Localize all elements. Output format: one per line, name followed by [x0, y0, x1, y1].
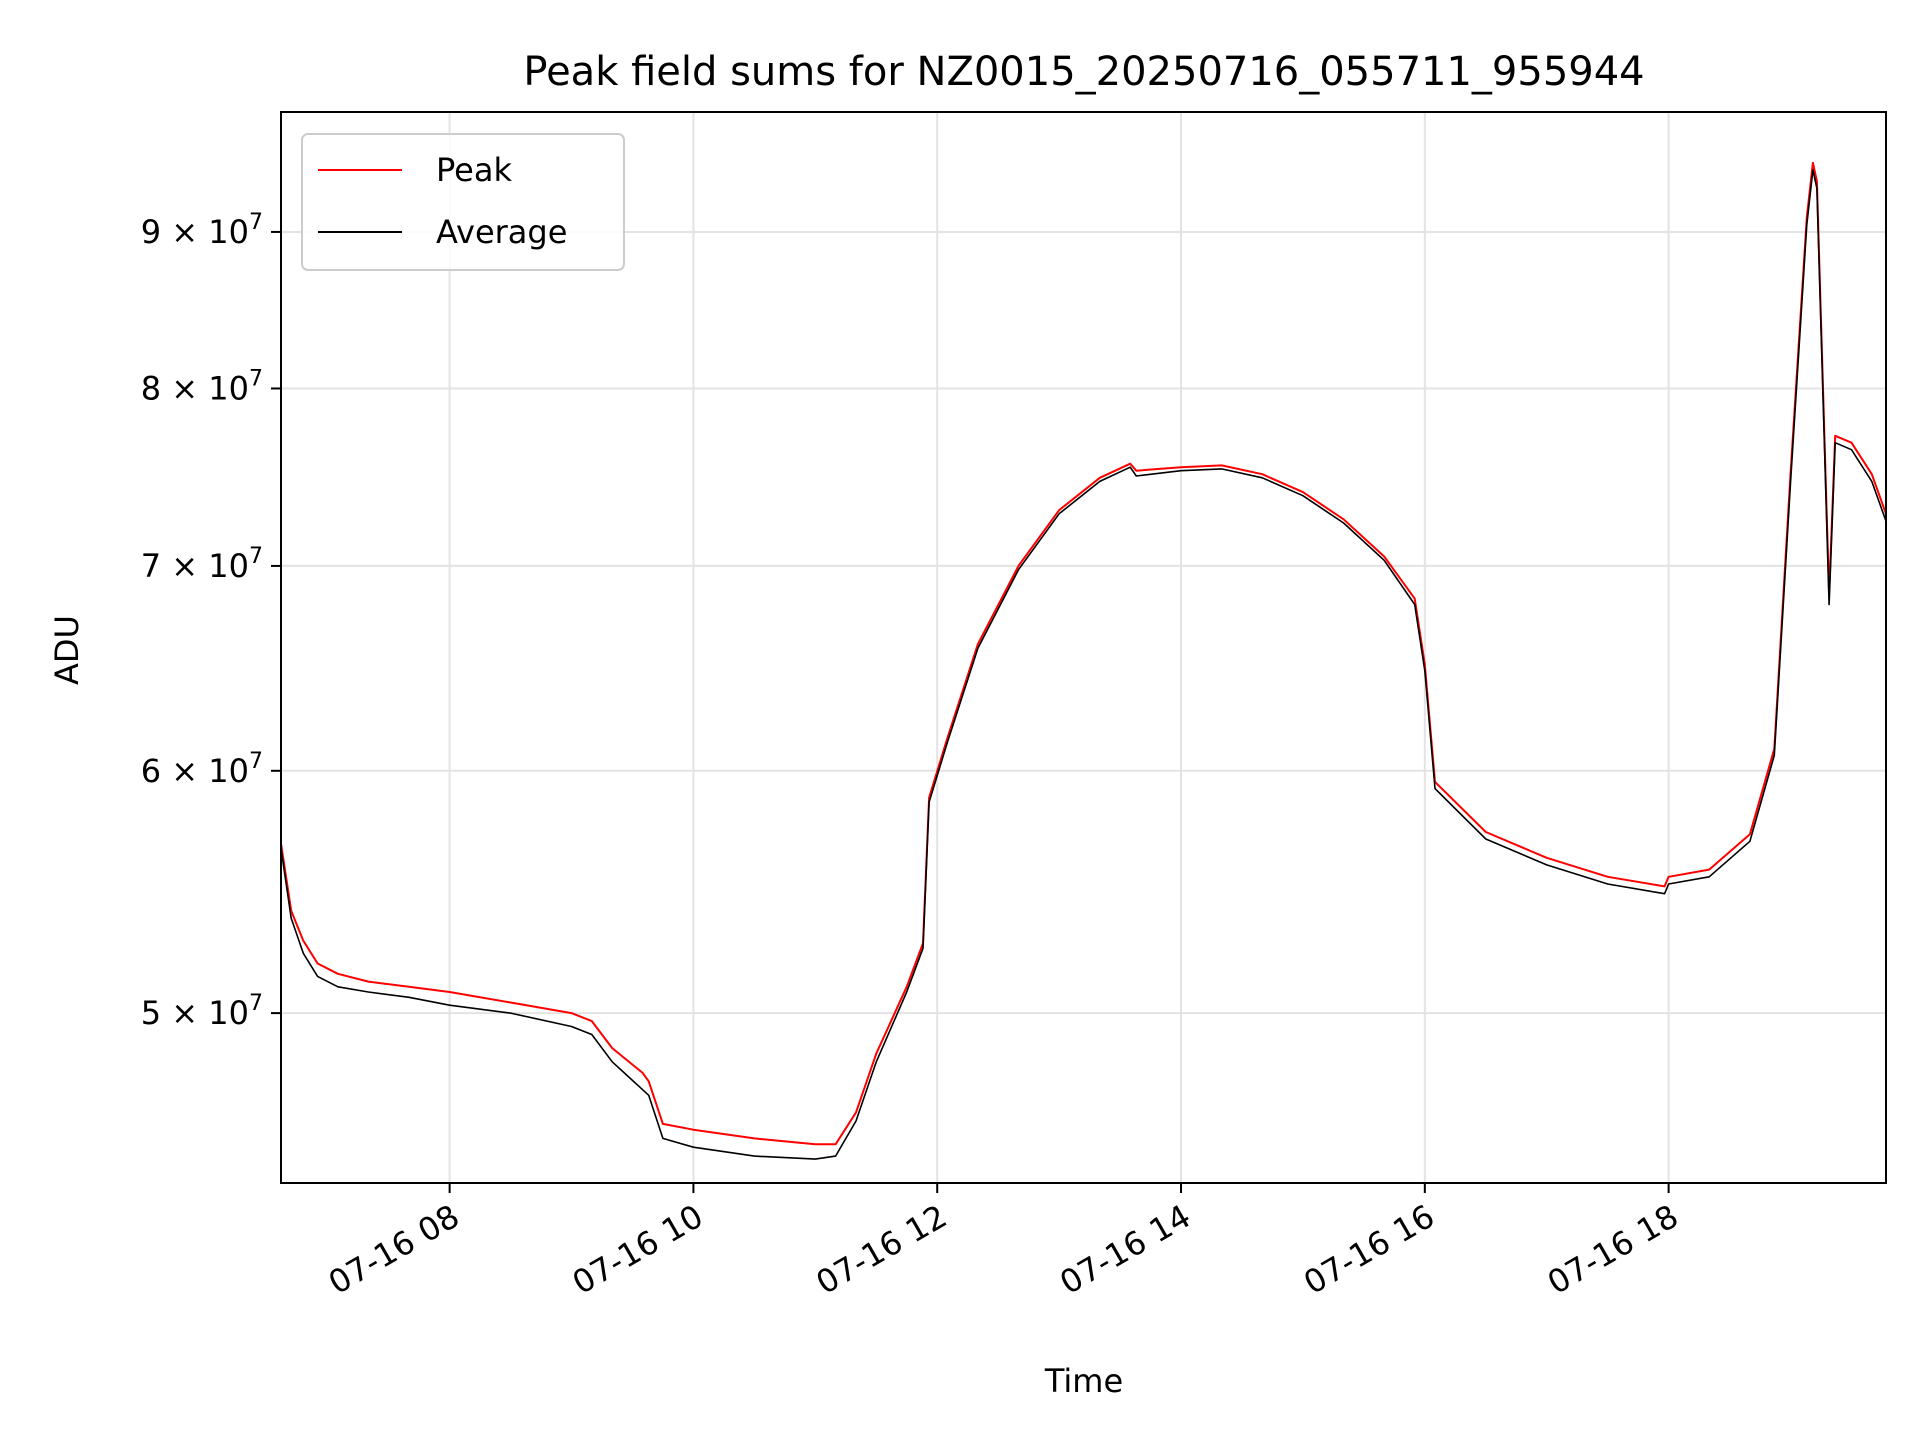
y-tick-label: 6 × 107	[141, 749, 263, 790]
legend-label-average: Average	[436, 213, 567, 251]
y-axis: 5 × 107 6 × 107 7 × 107 8 × 107 9 × 107	[141, 210, 281, 1032]
legend: Peak Average	[301, 133, 625, 271]
x-axis-label: Time	[1044, 1362, 1123, 1400]
y-axis-label: ADU	[48, 615, 86, 685]
legend-label-peak: Peak	[436, 151, 512, 189]
plot-area	[281, 161, 1886, 1160]
series-line-peak	[281, 161, 1886, 1146]
axes-frame	[280, 111, 1887, 1184]
y-tick-label: 5 × 107	[141, 991, 263, 1032]
grid	[281, 112, 1886, 1183]
y-tick-label: 8 × 107	[141, 366, 263, 407]
chart-title: Peak field sums for NZ0015_20250716_0557…	[523, 49, 1644, 95]
legend-box	[301, 133, 625, 271]
series-line-average	[281, 169, 1886, 1160]
y-tick-label: 9 × 107	[141, 210, 263, 251]
y-tick-label: 7 × 107	[141, 544, 263, 585]
